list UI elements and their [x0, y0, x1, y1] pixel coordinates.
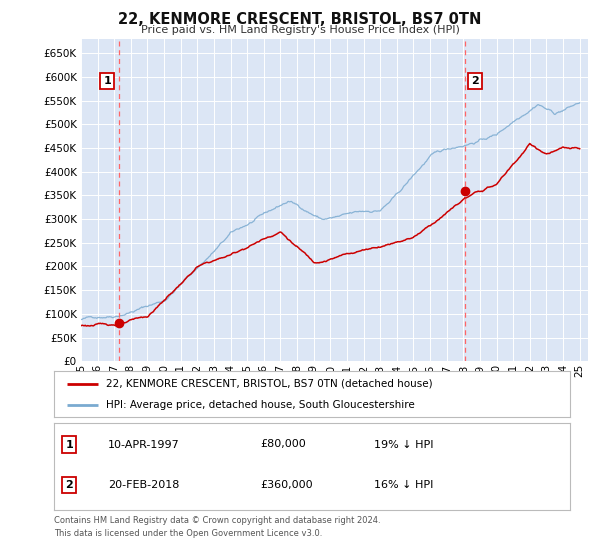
Text: 2: 2 [65, 480, 73, 491]
Text: 1: 1 [103, 76, 111, 86]
Text: 2: 2 [471, 76, 479, 86]
Text: 22, KENMORE CRESCENT, BRISTOL, BS7 0TN: 22, KENMORE CRESCENT, BRISTOL, BS7 0TN [118, 12, 482, 27]
Text: 20-FEB-2018: 20-FEB-2018 [108, 480, 179, 491]
Text: Contains HM Land Registry data © Crown copyright and database right 2024.: Contains HM Land Registry data © Crown c… [54, 516, 380, 525]
Text: HPI: Average price, detached house, South Gloucestershire: HPI: Average price, detached house, Sout… [106, 400, 415, 410]
Text: 19% ↓ HPI: 19% ↓ HPI [374, 440, 433, 450]
Text: 1: 1 [65, 440, 73, 450]
Text: £360,000: £360,000 [260, 480, 313, 491]
Text: Price paid vs. HM Land Registry's House Price Index (HPI): Price paid vs. HM Land Registry's House … [140, 25, 460, 35]
Text: 16% ↓ HPI: 16% ↓ HPI [374, 480, 433, 491]
Text: £80,000: £80,000 [260, 440, 306, 450]
Text: This data is licensed under the Open Government Licence v3.0.: This data is licensed under the Open Gov… [54, 529, 322, 538]
Text: 10-APR-1997: 10-APR-1997 [108, 440, 180, 450]
Text: 22, KENMORE CRESCENT, BRISTOL, BS7 0TN (detached house): 22, KENMORE CRESCENT, BRISTOL, BS7 0TN (… [106, 379, 432, 389]
